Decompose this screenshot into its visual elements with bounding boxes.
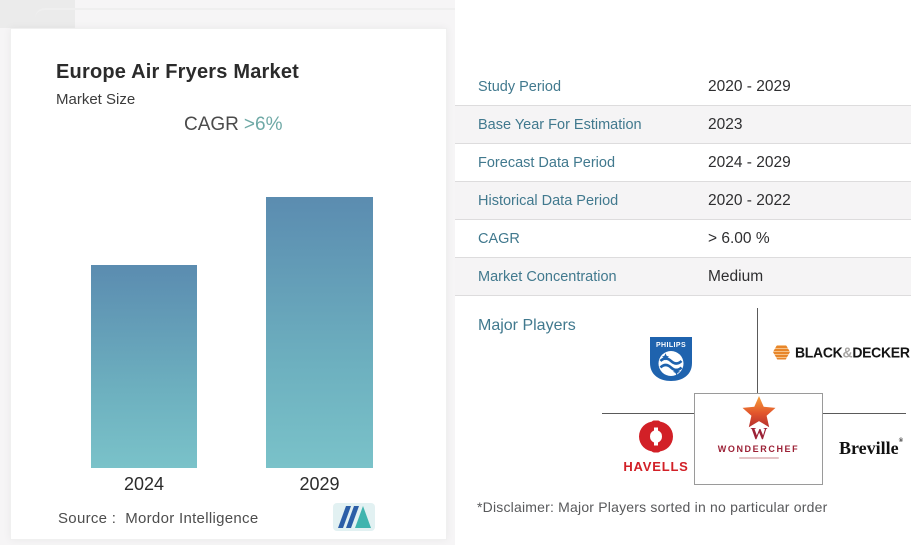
row-value: 2023 [708,115,743,133]
connector-vertical-line [757,308,758,394]
bar-2024 [91,265,197,468]
bar-chart [11,197,446,468]
table-row: Forecast Data Period 2024 - 2029 [455,144,911,182]
cagr-label: CAGR [184,114,239,135]
table-row: CAGR > 6.00 % [455,220,911,258]
top-edge-decoration [35,8,735,28]
breville-wordmark: Breville [839,438,899,458]
row-label: CAGR [478,230,520,247]
breville-logo: Breville® [839,438,903,459]
study-facts-table: Study Period 2020 - 2029 Base Year For E… [455,68,911,296]
wonderchef-star-icon: W [742,396,775,442]
havells-mark-icon [639,420,673,453]
row-label: Historical Data Period [478,192,619,209]
row-label: Base Year For Estimation [478,116,642,133]
row-value: > 6.00 % [708,229,770,247]
x-tick-2024: 2024 [123,474,165,494]
table-row: Historical Data Period 2020 - 2022 [455,182,911,220]
philips-logo-icon: PHILIPS [650,337,692,381]
row-value: 2024 - 2029 [708,153,791,171]
market-chart-card: Europe Air Fryers Market Market Size CAG… [10,28,447,540]
row-label: Market Concentration [478,268,617,285]
table-row: Study Period 2020 - 2029 [455,68,911,106]
row-label: Forecast Data Period [478,154,616,171]
row-value: 2020 - 2022 [708,191,791,209]
havells-logo: HAVELLS [617,420,695,474]
wonderchef-logo: W WONDERCHEF [694,393,823,485]
chart-subtitle: Market Size [56,91,136,108]
row-value: Medium [708,267,764,285]
bar-2029 [266,197,373,468]
mordor-intelligence-logo-icon [333,503,375,531]
wonderchef-wordmark: WONDERCHEF [717,444,800,454]
black-and-decker-logo: BLACK&DECKER [773,343,910,361]
report-summary-panel: Study Period 2020 - 2029 Base Year For E… [455,0,911,545]
row-value: 2020 - 2029 [708,77,791,95]
row-label: Study Period [478,78,562,95]
chart-title: Europe Air Fryers Market [56,61,300,83]
source-credit: Source : Mordor Intelligence [58,510,259,527]
x-tick-2029: 2029 [299,474,340,494]
black-and-decker-wordmark: BLACK&DECKER [795,343,910,361]
table-row: Base Year For Estimation 2023 [455,106,911,144]
disclaimer-text: *Disclaimer: Major Players sorted in no … [477,499,828,515]
table-row: Market Concentration Medium [455,258,911,296]
cagr-value: >6% [243,114,283,135]
registered-mark: ® [898,438,904,444]
cagr-annotation: CAGR >6% [184,114,282,136]
black-and-decker-hex-icon [773,344,790,360]
wonderchef-tagline-mark [738,457,779,459]
havells-wordmark: HAVELLS [623,459,689,474]
wonderchef-w-mark: W [750,424,767,442]
philips-wordmark: PHILIPS [656,342,686,349]
major-players-heading: Major Players [478,317,576,334]
